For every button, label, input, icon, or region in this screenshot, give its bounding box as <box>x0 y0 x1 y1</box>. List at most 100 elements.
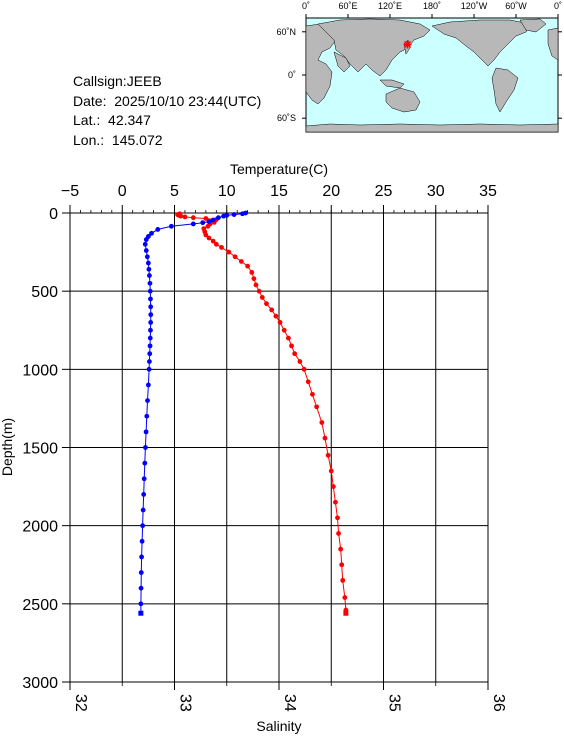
temperature-profile-point <box>200 220 206 226</box>
temperature-profile-point <box>141 492 147 497</box>
map-lon-label: 120˚E <box>378 1 402 11</box>
salinity-profile-point <box>310 391 315 397</box>
map-lon-label: 60˚E <box>338 1 357 11</box>
salinity-profile-point <box>205 223 211 229</box>
salinity-profile-point <box>343 610 349 616</box>
salinity-profile-point <box>226 249 232 255</box>
temperature-tick-label: 15 <box>270 183 288 200</box>
map-land-north-america <box>431 19 531 67</box>
temperature-profile-point <box>139 554 144 560</box>
temperature-profile-point <box>148 304 154 310</box>
temperature-profile-point <box>144 254 150 260</box>
temperature-profile-point <box>147 288 153 294</box>
salinity-profile-point <box>182 214 188 220</box>
temperature-profile-point <box>215 215 221 221</box>
salinity-profile-point <box>206 235 212 241</box>
temperature-profile-point <box>147 351 153 357</box>
temperature-profile-point <box>148 327 153 333</box>
temperature-profile-point <box>168 223 174 229</box>
salinity-profile-point <box>330 484 336 489</box>
depth-tick-label: 0 <box>49 206 58 223</box>
salinity-profile-point <box>269 307 275 313</box>
temperature-profile-point <box>147 280 153 286</box>
map-lon-labels: 0˚ 60˚E 120˚E 180˚ 120˚W 60˚W 0˚ <box>302 1 562 18</box>
salinity-profile-point <box>297 359 303 364</box>
profile-plot: −5 0 5 10 15 20 25 30 35 32 33 34 35 36 050010001500… <box>0 161 507 734</box>
salinity-tick-label: 32 <box>72 694 89 712</box>
temperature-profile-point <box>147 359 152 364</box>
temperature-tick-label: 30 <box>427 183 445 200</box>
salinity-profile-point <box>333 499 338 505</box>
salinity-profile-point <box>289 343 294 349</box>
map-lon-label: 60˚W <box>505 1 527 11</box>
salinity-profile-point <box>322 435 328 441</box>
salinity-profile-point <box>292 351 298 357</box>
temperature-profile-point <box>146 366 152 372</box>
station-marker-d2 <box>404 40 412 49</box>
temperature-tick-label: 10 <box>218 183 236 200</box>
temperature-tick-label: −5 <box>61 183 79 200</box>
salinity-profile-point <box>251 276 257 282</box>
salinity-profile-point <box>328 468 334 474</box>
salinity-profile-point <box>190 215 196 221</box>
map-lat-label: 0˚ <box>288 70 296 80</box>
temperature-profile-point <box>145 260 151 266</box>
salinity-profile-point <box>210 238 216 244</box>
salinity-profile-point <box>203 216 209 221</box>
date-label: Date: <box>73 92 107 109</box>
map-land-south-america <box>491 67 519 113</box>
temperature-tick-label: 25 <box>375 183 393 200</box>
temperature-profile-point <box>141 476 147 482</box>
temperature-profile-point <box>142 241 148 247</box>
temperature-profile-point <box>221 213 227 219</box>
map-land-antarctica <box>305 123 559 133</box>
temperature-axis: −5 0 5 10 15 20 25 30 35 <box>61 183 497 213</box>
temperature-profile-point <box>145 382 151 388</box>
temperature-profile-point <box>190 221 196 227</box>
depth-tick-label: 2000 <box>22 519 58 536</box>
temperature-profile-point <box>138 585 144 591</box>
temperature-profile-point <box>144 413 150 419</box>
temperature-profile-point <box>138 610 144 616</box>
map-lon-label: 120˚W <box>461 1 488 11</box>
station-info: Callsign:JEEB Date: 2025/10/10 23:44(UTC… <box>73 72 261 150</box>
lat-label: Lat.: <box>73 112 101 128</box>
salinity-profile-line <box>176 213 347 614</box>
salinity-profile-point <box>277 320 283 325</box>
temperature-profile-point <box>210 217 216 223</box>
salinity-profile-point <box>319 420 325 425</box>
temperature-profile-point <box>240 211 245 217</box>
temperature-profile-point <box>143 237 149 242</box>
temperature-profile-point <box>140 523 146 529</box>
temperature-axis-label: Temperature(C) <box>230 161 328 177</box>
map-land-africa-right <box>547 27 559 61</box>
salinity-profile-point <box>245 263 251 269</box>
map-land-arabia <box>333 51 351 73</box>
depth-tick-label: 1500 <box>22 441 58 458</box>
salinity-profile-point <box>219 244 224 250</box>
map-lat-label: 60˚S <box>277 113 296 123</box>
depth-tick-label: 3000 <box>22 675 58 692</box>
salinity-axis-label: Salinity <box>256 718 301 734</box>
depth-axis-label: Depth(m) <box>0 418 15 476</box>
salinity-profile-point <box>305 379 311 385</box>
temperature-profile-point <box>231 212 237 217</box>
salinity-profile-point <box>301 366 307 372</box>
date-value: 2025/10/10 23:44(UTC) <box>114 92 262 109</box>
temperature-profile-point <box>139 538 145 544</box>
salinity-tick-label: 34 <box>281 694 298 712</box>
temperature-profile-point <box>147 335 153 341</box>
salinity-profile-point <box>281 327 287 333</box>
lon-line: Lon.: 145.072 <box>73 131 261 151</box>
map-lon-label: 0˚ <box>302 1 310 11</box>
salinity-axis: 32 33 34 35 36 <box>69 682 507 712</box>
temperature-profile-point <box>142 460 148 466</box>
callsign-value: JEEB <box>126 73 162 89</box>
salinity-profile-point <box>232 254 238 260</box>
temperature-profile-point <box>206 219 212 224</box>
temperature-profile-point <box>138 601 144 607</box>
temperature-profile-point <box>143 248 149 253</box>
temperature-profile-point <box>149 230 154 236</box>
depth-tick-label: 2500 <box>22 597 58 614</box>
